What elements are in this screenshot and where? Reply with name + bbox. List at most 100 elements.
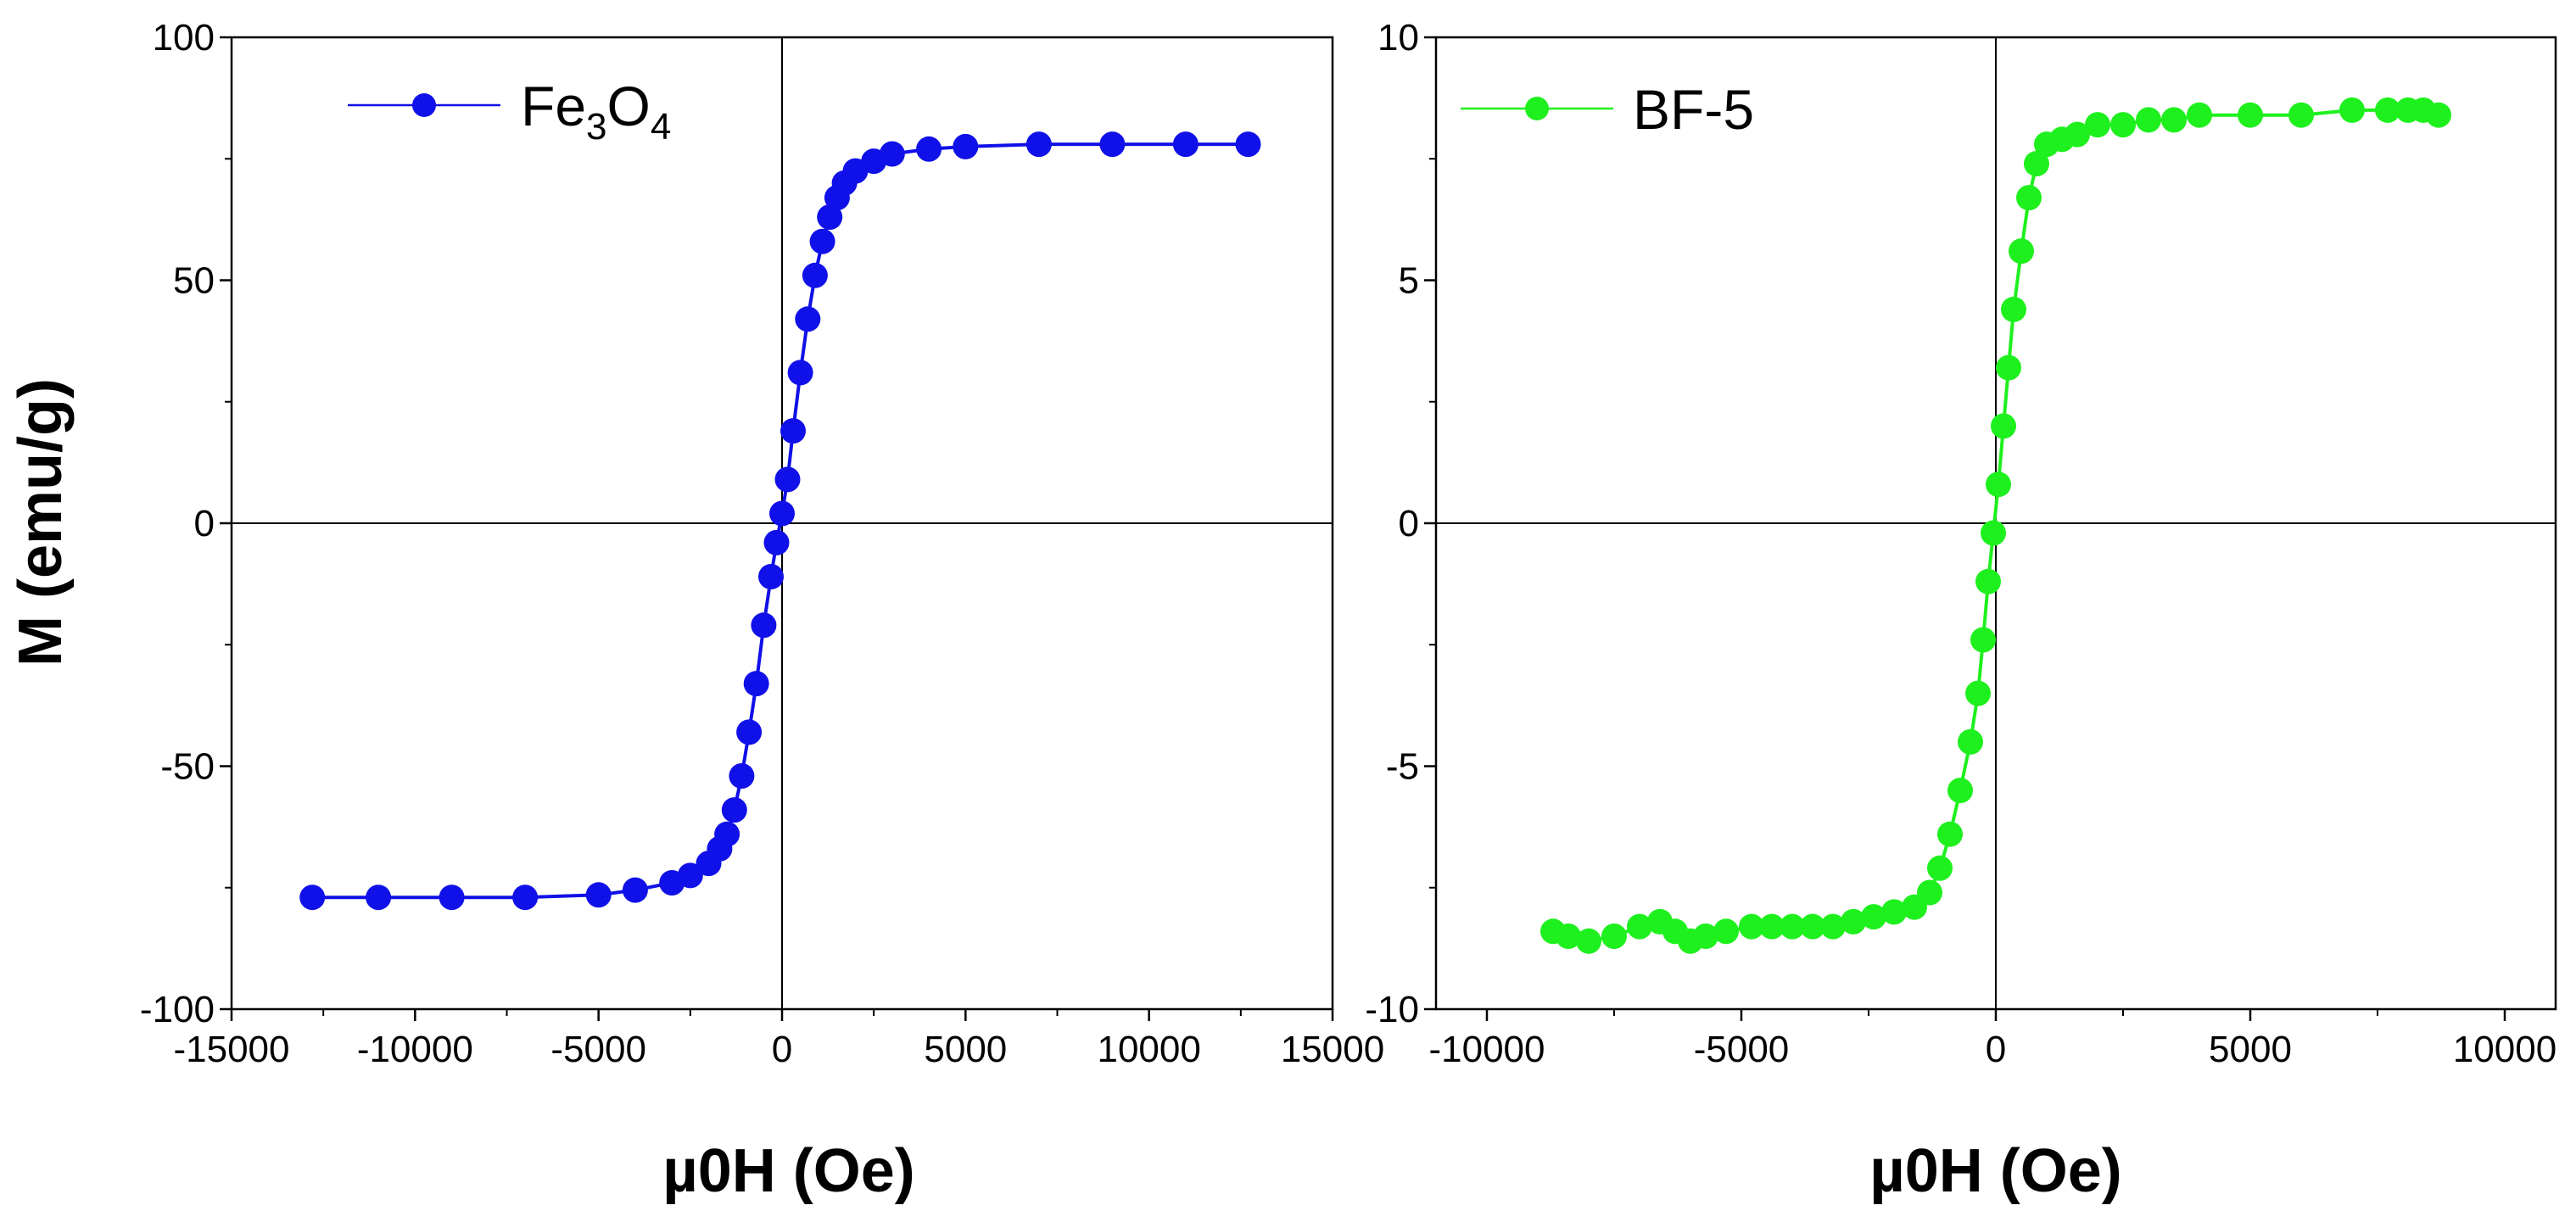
data-point (2375, 97, 2400, 123)
y-tick-labels: -100 -50 0 50 100 (140, 17, 215, 1030)
x-axis-title: µ0H (Oe) (662, 1137, 915, 1205)
bf5-chart-panel: -10000 -5000 0 5000 10000 -10 -5 0 5 10 BF-5 µ0H… (1365, 17, 2557, 1205)
data-point (512, 884, 539, 911)
data-point (1958, 728, 1983, 755)
legend-label-fe3o4: Fe3O4 (521, 75, 671, 148)
data-point (2024, 151, 2049, 176)
legend-marker (412, 93, 436, 117)
data-point (2016, 185, 2042, 211)
data-point (1947, 778, 1973, 804)
legend-label-bf5: BF-5 (1633, 78, 1754, 141)
x-axis-title: µ0H (Oe) (1869, 1137, 2122, 1205)
tick-marks (1424, 36, 2506, 1021)
data-point (1986, 472, 2011, 498)
legend: Fe3O4 (348, 75, 671, 148)
x-tick-label: 0 (772, 1029, 792, 1070)
data-point (439, 884, 465, 911)
data-point (585, 882, 612, 908)
data-point (366, 884, 392, 911)
y-tick-label: 10 (1377, 17, 1419, 59)
x-tick-label: 5000 (2209, 1029, 2292, 1070)
data-point (2001, 296, 2026, 322)
data-point (2238, 102, 2263, 128)
legend-marker (1525, 97, 1549, 120)
data-point (802, 262, 828, 288)
x-tick-label: -15000 (173, 1029, 289, 1070)
data-point (2110, 112, 2136, 138)
data-point (736, 719, 763, 745)
fe3o4-chart-panel: -15000 -10000 -5000 0 5000 10000 15000 -100 -50… (140, 17, 1384, 1205)
data-point (1780, 913, 1805, 940)
data-point (714, 821, 740, 847)
data-point (1970, 627, 1996, 653)
data-point (1713, 918, 1739, 945)
x-tick-label: 10000 (1097, 1029, 1200, 1070)
data-point (751, 612, 777, 639)
data-point (1556, 923, 1581, 949)
data-point (2085, 112, 2110, 138)
data-point (1981, 520, 2006, 546)
x-tick-label: 0 (1986, 1029, 2006, 1070)
data-point (1965, 680, 1991, 706)
data-point (1601, 923, 1627, 949)
x-tick-label: 5000 (924, 1029, 1007, 1070)
data-point (1235, 131, 1261, 158)
bf5-series (1540, 97, 2451, 954)
data-point (809, 228, 835, 254)
data-point (758, 564, 784, 589)
data-point (677, 862, 703, 889)
data-point (1627, 913, 1652, 940)
data-point (2136, 107, 2161, 133)
data-point (1975, 568, 2001, 594)
data-point (1739, 913, 1764, 940)
data-point (1996, 354, 2021, 381)
fe3o4-series (299, 131, 1261, 911)
data-point (1099, 131, 1126, 158)
data-point (622, 877, 648, 903)
data-point (2065, 121, 2090, 148)
data-point (780, 418, 806, 444)
x-tick-label: 10000 (2453, 1029, 2556, 1070)
y-tick-labels: -10 -5 0 5 10 (1365, 17, 1419, 1030)
data-point (2426, 102, 2451, 128)
data-point (817, 204, 843, 230)
x-tick-labels: -10000 -5000 0 5000 10000 (1428, 1029, 2556, 1070)
data-point (763, 529, 790, 555)
data-point (1917, 879, 1942, 906)
tick-marks (220, 36, 1334, 1021)
data-point (1991, 413, 2016, 439)
x-tick-label: -10000 (357, 1029, 473, 1070)
data-point (1820, 913, 1846, 940)
data-point (2161, 107, 2187, 133)
data-point (1025, 131, 1052, 158)
y-tick-label: 50 (173, 260, 215, 302)
data-point (2339, 97, 2365, 123)
data-point (743, 671, 769, 697)
y-tick-label: 0 (194, 503, 215, 544)
data-point (1861, 904, 1886, 930)
data-point (2009, 238, 2034, 265)
data-point (953, 133, 979, 159)
data-point (2288, 102, 2314, 128)
data-point (769, 500, 795, 527)
y-tick-label: -50 (160, 746, 215, 788)
y-tick-label: -10 (1365, 989, 1419, 1030)
data-point (729, 763, 755, 789)
data-point (1881, 899, 1907, 925)
data-point (879, 141, 905, 167)
data-point (916, 136, 942, 162)
legend: BF-5 (1461, 78, 1754, 141)
data-point (795, 306, 821, 332)
data-point (774, 466, 801, 493)
y-tick-label: -100 (140, 989, 215, 1030)
y-tick-label: 5 (1399, 260, 1419, 302)
data-point (721, 797, 747, 823)
data-point (1172, 131, 1199, 158)
x-tick-labels: -15000 -10000 -5000 0 5000 10000 15000 (173, 1029, 1384, 1070)
x-tick-label: -5000 (1694, 1029, 1790, 1070)
data-point (299, 884, 326, 911)
y-axis-title: M (emu/g) (7, 378, 75, 667)
data-point (1937, 821, 1963, 847)
y-tick-label: 0 (1399, 503, 1419, 544)
